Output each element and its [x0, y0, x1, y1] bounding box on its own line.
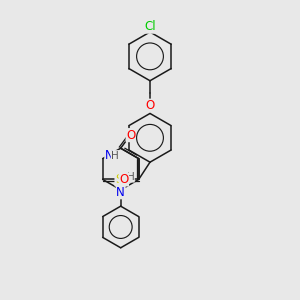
- Text: N: N: [105, 149, 114, 162]
- Text: Cl: Cl: [144, 20, 156, 33]
- Text: O: O: [119, 173, 128, 186]
- Text: H: H: [127, 172, 134, 182]
- Text: S: S: [115, 173, 122, 186]
- Text: N: N: [116, 186, 125, 199]
- Text: O: O: [126, 129, 135, 142]
- Text: O: O: [146, 99, 154, 112]
- Text: H: H: [111, 151, 119, 160]
